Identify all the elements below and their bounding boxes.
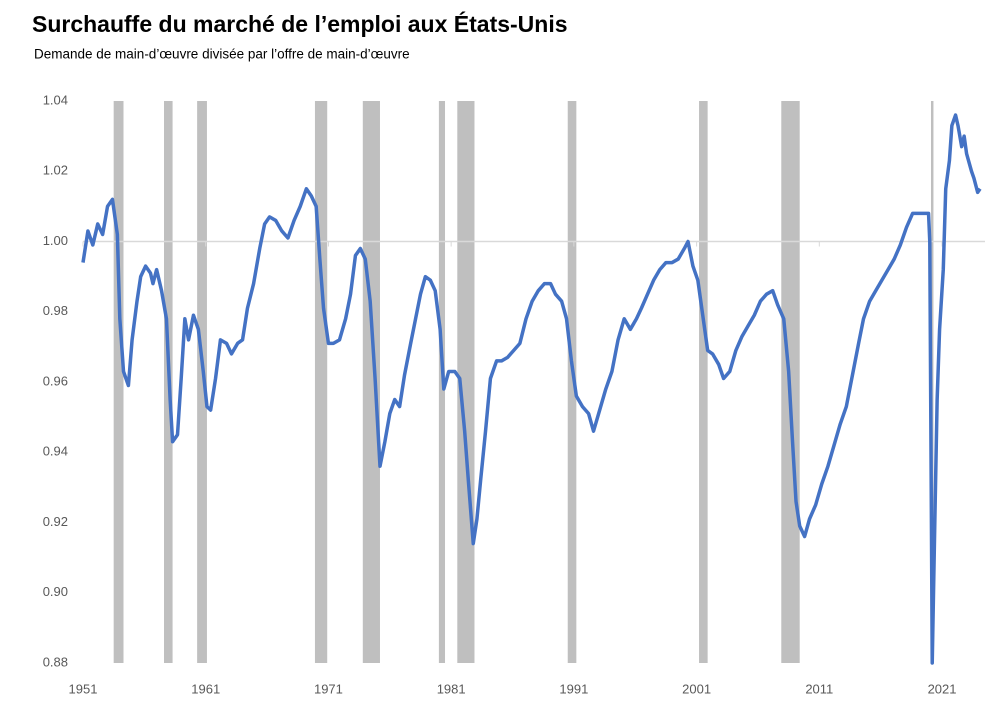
x-tick-label: 1971 — [314, 681, 343, 696]
y-tick-label: 0.98 — [43, 303, 68, 318]
y-tick-label: 1.04 — [43, 92, 68, 107]
x-tick-label: 1951 — [69, 681, 98, 696]
recession-band — [314, 101, 328, 663]
recession-band — [362, 101, 380, 663]
chart-title: Surchauffe du marché de l’emploi aux Éta… — [32, 10, 568, 37]
recession-band — [699, 101, 708, 663]
y-tick-label: 1.00 — [43, 233, 68, 248]
x-tick-label: 1981 — [437, 681, 466, 696]
x-tick-label: 2021 — [928, 681, 957, 696]
chart-subtitle: Demande de main-d’œuvre divisée par l’of… — [34, 47, 410, 62]
x-tick-label: 1961 — [191, 681, 220, 696]
recession-band — [113, 101, 124, 663]
y-tick-label: 0.90 — [43, 584, 68, 599]
x-tick-label: 2011 — [805, 681, 833, 696]
y-tick-label: 0.96 — [43, 373, 68, 388]
x-tick-label: 1991 — [559, 681, 588, 696]
y-tick-label: 0.92 — [43, 514, 68, 529]
y-tick-label: 0.88 — [43, 654, 68, 669]
y-tick-label: 1.02 — [43, 163, 68, 178]
data-line — [81, 113, 982, 665]
recession-band — [197, 101, 207, 663]
y-tick-label: 0.94 — [43, 444, 68, 459]
recession-band — [567, 101, 577, 663]
x-tick-label: 2001 — [682, 681, 711, 696]
